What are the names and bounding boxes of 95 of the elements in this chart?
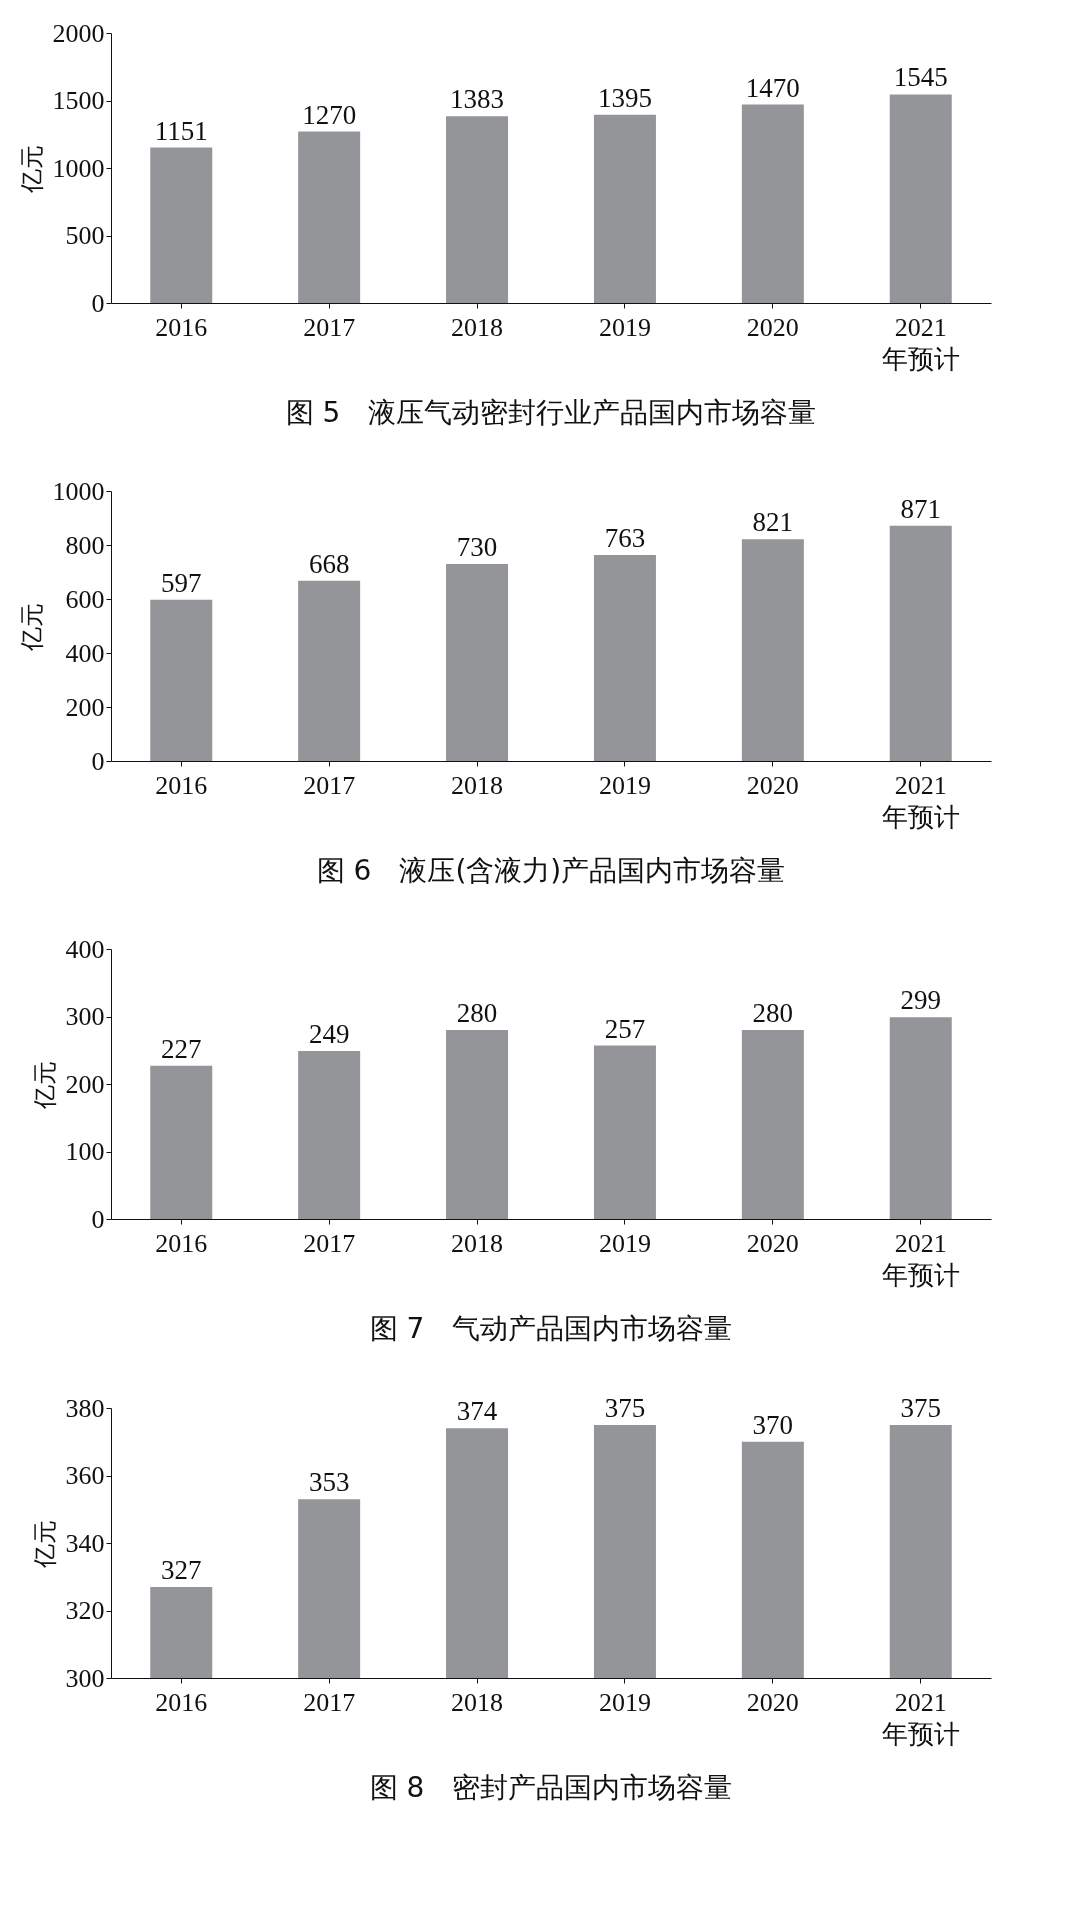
bar xyxy=(741,104,804,303)
data-label: 871 xyxy=(900,493,941,524)
bar xyxy=(150,599,213,761)
data-label: 763 xyxy=(604,522,646,553)
data-label: 375 xyxy=(604,1392,646,1423)
y-tick-label: 300 xyxy=(65,1663,105,1693)
x-tick-label: 2019 xyxy=(598,1228,651,1258)
y-tick-label: 380 xyxy=(65,1393,105,1423)
text: 图 8 密封产品国内市场容量 xyxy=(369,1771,733,1804)
bar xyxy=(298,131,361,303)
bar xyxy=(150,147,213,303)
data-label: 1545 xyxy=(893,62,948,93)
data-label: 280 xyxy=(752,998,794,1028)
x-tick-label: 2019 xyxy=(598,312,651,342)
data-label: 327 xyxy=(161,1554,202,1585)
bar xyxy=(298,1050,361,1219)
x-tick-label: 2016 xyxy=(155,312,208,342)
data-label: 227 xyxy=(161,1033,202,1064)
bar xyxy=(889,94,952,303)
x-tick-label: 2016 xyxy=(155,1228,208,1258)
y-tick-label: 340 xyxy=(65,1528,105,1558)
y-tick-label: 500 xyxy=(65,221,105,250)
y-tick-label: 0 xyxy=(91,746,105,776)
x-tick-label: 2021 年预计 xyxy=(881,1228,960,1290)
x-tick-label: 2020 xyxy=(746,1687,799,1717)
x-tick-label: 2021 年预计 xyxy=(881,312,960,374)
x-tick-label: 2017 xyxy=(303,770,356,800)
text: 图 7 气动产品国内市场容量 xyxy=(369,1312,733,1345)
data-label: 668 xyxy=(308,548,350,579)
x-tick-label: 2018 xyxy=(451,1687,504,1717)
x-tick-label: 2017 xyxy=(303,312,356,342)
y-tick-label: 1500 xyxy=(52,86,105,115)
data-label: 730 xyxy=(456,531,498,562)
bar xyxy=(889,1017,952,1219)
data-label: 1270 xyxy=(302,99,357,130)
data-label: 1470 xyxy=(745,72,800,103)
bar xyxy=(593,114,656,303)
y-tick-label: 2000 xyxy=(52,18,105,48)
bar xyxy=(593,554,656,761)
y-tick-label: 400 xyxy=(65,934,105,964)
y-axis-title: 亿元 xyxy=(30,1060,59,1110)
y-axis-title: 亿元 xyxy=(17,602,46,652)
x-tick-label: 2020 xyxy=(746,312,799,342)
data-label: 280 xyxy=(456,998,498,1028)
bar xyxy=(446,1030,509,1219)
y-axis-title: 亿元 xyxy=(17,144,46,194)
x-tick-label: 2021 年预计 xyxy=(881,770,960,832)
x-tick-label: 2018 xyxy=(451,1228,504,1258)
y-tick-label: 200 xyxy=(65,692,105,722)
y-axis-title: 亿元 xyxy=(30,1519,59,1569)
bar xyxy=(446,563,509,761)
data-label: 257 xyxy=(604,1013,646,1044)
y-tick-label: 400 xyxy=(65,638,105,668)
x-tick-label: 2017 xyxy=(303,1228,356,1258)
data-label: 370 xyxy=(752,1409,794,1440)
data-label: 597 xyxy=(161,567,202,598)
bar xyxy=(150,1065,213,1219)
x-tick-label: 2019 xyxy=(598,770,651,800)
data-label: 1395 xyxy=(597,82,652,113)
x-tick-label: 2016 xyxy=(155,770,208,800)
x-tick-label: 2018 xyxy=(451,312,504,342)
data-label: 1151 xyxy=(154,115,208,146)
y-tick-label: 320 xyxy=(65,1596,105,1625)
y-tick-label: 0 xyxy=(91,1204,105,1234)
bar xyxy=(298,580,361,761)
y-tick-label: 0 xyxy=(91,288,105,318)
data-label: 374 xyxy=(456,1396,498,1427)
x-tick-label: 2019 xyxy=(598,1687,651,1717)
y-tick-label: 600 xyxy=(65,584,105,614)
y-tick-label: 100 xyxy=(65,1137,105,1166)
bar xyxy=(446,116,509,303)
y-tick-label: 200 xyxy=(65,1069,105,1099)
y-tick-label: 1000 xyxy=(52,476,105,506)
bar xyxy=(889,525,952,761)
x-tick-label: 2020 xyxy=(746,770,799,800)
bar xyxy=(741,539,804,761)
x-tick-label: 2017 xyxy=(303,1687,356,1717)
bar xyxy=(741,1030,804,1219)
y-tick-label: 1000 xyxy=(52,153,105,183)
bar xyxy=(593,1045,656,1219)
y-tick-label: 360 xyxy=(65,1461,105,1490)
y-tick-label: 800 xyxy=(65,530,105,560)
y-tick-label: 300 xyxy=(65,1002,105,1031)
data-label: 299 xyxy=(900,985,941,1016)
x-tick-label: 2016 xyxy=(155,1687,208,1717)
x-tick-label: 2018 xyxy=(451,770,504,800)
data-label: 1383 xyxy=(450,84,505,115)
data-label: 821 xyxy=(752,507,794,538)
data-label: 353 xyxy=(308,1467,350,1498)
x-tick-label: 2021 年预计 xyxy=(881,1687,960,1749)
text: 图 6 液压(含液力)产品国内市场容量 xyxy=(316,854,786,887)
text: 图 5 液压气动密封行业产品国内市场容量 xyxy=(285,396,817,429)
x-tick-label: 2020 xyxy=(746,1228,799,1258)
data-label: 249 xyxy=(308,1018,350,1049)
data-label: 375 xyxy=(900,1392,941,1423)
